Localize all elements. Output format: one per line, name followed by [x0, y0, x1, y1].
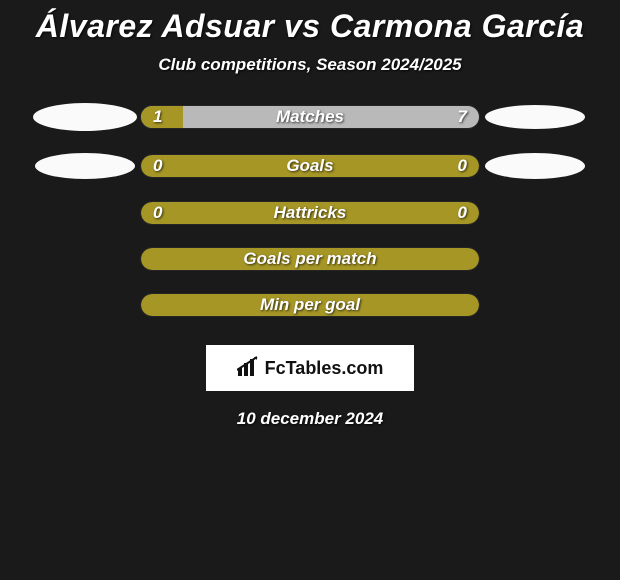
stat-bar: 17Matches	[140, 105, 480, 129]
team-badge-right	[485, 153, 585, 179]
stat-row: 00Hattricks	[30, 201, 590, 225]
page-title: Álvarez Adsuar vs Carmona García	[36, 8, 584, 45]
date-label: 10 december 2024	[237, 409, 384, 429]
stat-label: Min per goal	[141, 294, 479, 316]
subtitle: Club competitions, Season 2024/2025	[158, 55, 461, 75]
logo: FcTables.com	[237, 356, 384, 381]
stat-row: Min per goal	[30, 293, 590, 317]
stats-list: 17Matches 00Goals 00Hattricks Goals per mat…	[30, 103, 590, 339]
stat-label: Goals	[141, 155, 479, 177]
infographic-container: Álvarez Adsuar vs Carmona García Club co…	[0, 0, 620, 429]
left-badge-slot	[30, 103, 140, 131]
logo-bars-icon	[237, 356, 261, 381]
team-badge-left	[33, 103, 137, 131]
left-badge-slot	[30, 153, 140, 179]
stat-bar: Min per goal	[140, 293, 480, 317]
logo-box: FcTables.com	[206, 345, 414, 391]
right-badge-slot	[480, 105, 590, 129]
right-badge-slot	[480, 153, 590, 179]
stat-label: Goals per match	[141, 248, 479, 270]
logo-text: FcTables.com	[265, 358, 384, 379]
team-badge-left	[35, 153, 135, 179]
stat-bar: Goals per match	[140, 247, 480, 271]
stat-row: 17Matches	[30, 103, 590, 131]
stat-row: Goals per match	[30, 247, 590, 271]
stat-label: Matches	[141, 106, 479, 128]
stat-bar: 00Hattricks	[140, 201, 480, 225]
stat-bar: 00Goals	[140, 154, 480, 178]
team-badge-right	[485, 105, 585, 129]
stat-row: 00Goals	[30, 153, 590, 179]
stat-label: Hattricks	[141, 202, 479, 224]
